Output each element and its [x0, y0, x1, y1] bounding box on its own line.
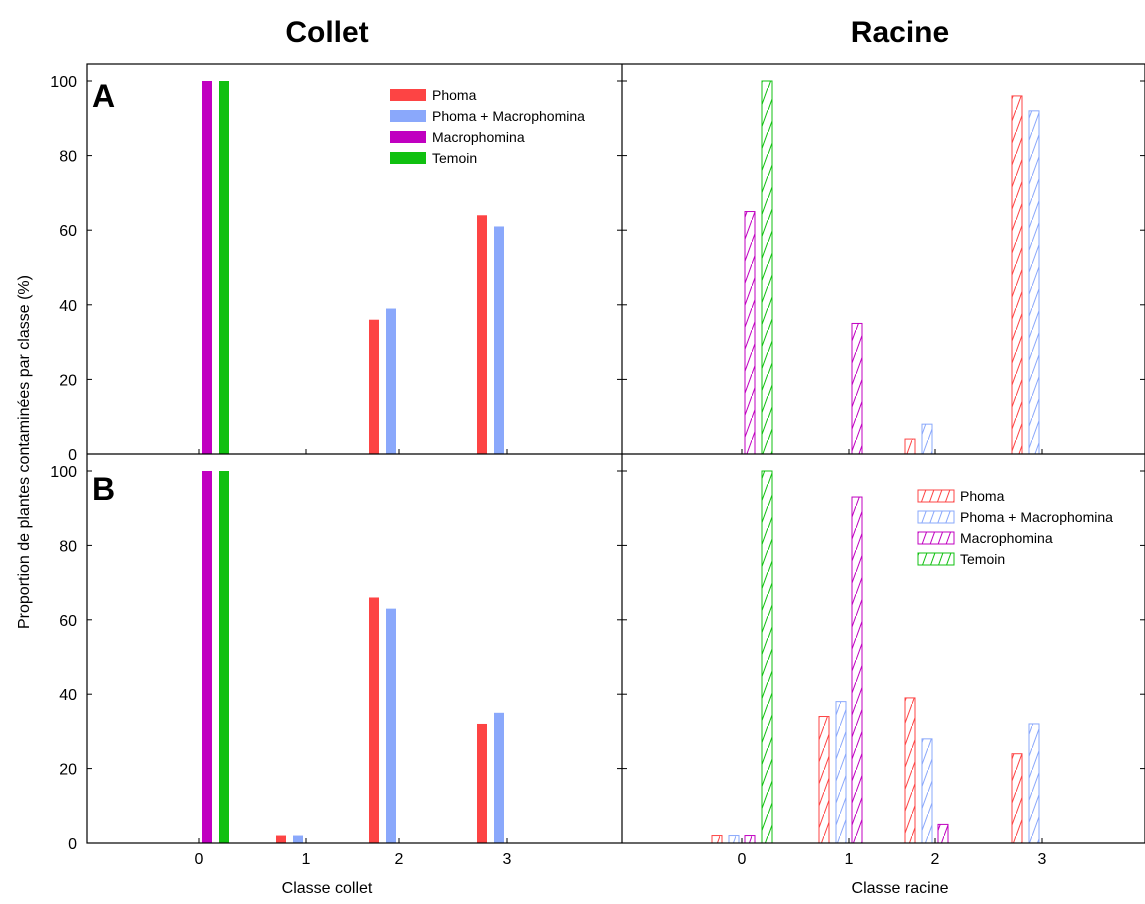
x-axis-label-left: Classe collet [282, 880, 373, 897]
panel-b-collet-bar-temoin-class-0 [219, 471, 229, 843]
legend-label-phoma-macrophomina: Phoma + Macrophomina [960, 509, 1113, 525]
legend-swatch-temoin [390, 152, 426, 164]
panel-a-racine-bar-phoma-macrophomina-class-3 [1028, 110, 1040, 455]
left-column-title: Collet [285, 16, 368, 49]
panel-a-collet-bar-temoin-class-0 [219, 81, 229, 454]
panel-a-collet-bar-phoma-class-3 [477, 215, 487, 454]
y-tick-label: 100 [50, 464, 77, 481]
y-tick-label: 0 [68, 447, 77, 464]
y-tick-label: 20 [59, 762, 77, 779]
x-tick-label: 2 [395, 851, 404, 868]
panel-a-collet-bar-macrophomina-class-0 [202, 81, 212, 454]
panel-a-racine-bar-phoma-class-3 [1011, 95, 1023, 455]
x-tick-label: 1 [302, 851, 311, 868]
legend-swatch-phoma-macrophomina [390, 110, 426, 122]
y-axis-label: Proportion de plantes contaminées par cl… [16, 275, 33, 629]
panel-b-collet-bar-macrophomina-class-0 [202, 471, 212, 843]
legend-swatch-phoma [917, 489, 955, 503]
legend-label-macrophomina: Macrophomina [432, 129, 525, 145]
panel-a-racine-bar-phoma-class-2 [904, 438, 916, 455]
panel-b-collet-bar-phoma-class-1 [276, 835, 286, 843]
y-tick-label: 0 [68, 836, 77, 853]
x-tick-label: 0 [738, 851, 747, 868]
y-tick-label: 20 [59, 372, 77, 389]
panel-b-collet-bar-phoma-macrophomina-class-1 [293, 835, 303, 843]
panel-b-racine-bar-macrophomina-class-1 [851, 496, 863, 844]
legend-label-phoma: Phoma [432, 87, 477, 103]
panel-a-collet-bar-phoma-class-2 [369, 319, 379, 454]
x-tick-label: 2 [931, 851, 940, 868]
x-tick-label: 3 [503, 851, 512, 868]
panel-b-racine-bar-phoma-class-0 [711, 835, 723, 844]
y-tick-label: 80 [59, 149, 77, 166]
panel-label-a: A [92, 78, 115, 114]
legend-label-macrophomina: Macrophomina [960, 530, 1053, 546]
legend-swatch-macrophomina [390, 131, 426, 143]
x-tick-label: 1 [845, 851, 854, 868]
panel-a-racine-bar-macrophomina-class-0 [744, 211, 756, 455]
panel-b-collet-bar-phoma-macrophomina-class-3 [494, 712, 504, 843]
panel-b-racine-bar-phoma-macrophomina-class-3 [1028, 723, 1040, 844]
panel-b-racine-bar-phoma-class-1 [818, 716, 830, 844]
panel-b-racine-bar-phoma-macrophomina-class-1 [835, 701, 847, 844]
x-tick-label: 0 [195, 851, 204, 868]
legend-swatch-temoin [917, 552, 955, 566]
panel-a-collet-bar-phoma-macrophomina-class-3 [494, 226, 504, 454]
panel-a-collet-bar-phoma-macrophomina-class-2 [386, 308, 396, 454]
panel-b-collet-bar-phoma-macrophomina-class-2 [386, 608, 396, 843]
x-axis-label-right: Classe racine [852, 880, 949, 897]
legend-swatch-phoma-macrophomina [917, 510, 955, 524]
panel-b-racine-bar-phoma-macrophomina-class-2 [921, 738, 933, 844]
panel-a-racine-bar-macrophomina-class-1 [851, 322, 863, 455]
y-tick-label: 100 [50, 74, 77, 91]
panel-b-collet-bar-phoma-class-3 [477, 723, 487, 843]
x-tick-label: 3 [1038, 851, 1047, 868]
panel-b-racine-bar-temoin-class-0 [761, 470, 773, 844]
panel-a-racine-bar-phoma-macrophomina-class-2 [921, 423, 933, 455]
legend-label-phoma: Phoma [960, 488, 1005, 504]
panel-b-racine-bar-phoma-macrophomina-class-0 [728, 835, 740, 844]
legend-label-phoma-macrophomina: Phoma + Macrophomina [432, 108, 585, 124]
panel-b-racine-bar-phoma-class-2 [904, 697, 916, 844]
legend-label-temoin: Temoin [960, 551, 1005, 567]
panel-label-b: B [92, 471, 115, 507]
legend-swatch-macrophomina [917, 531, 955, 545]
panel-b-racine-bar-phoma-class-3 [1011, 753, 1023, 844]
panel-b-collet-bar-phoma-class-2 [369, 597, 379, 843]
y-tick-label: 60 [59, 223, 77, 240]
y-tick-label: 80 [59, 538, 77, 555]
panel-b-racine-bar-macrophomina-class-2 [937, 823, 949, 844]
y-tick-label: 40 [59, 298, 77, 315]
panel-a-racine-bar-temoin-class-0 [761, 80, 773, 455]
y-tick-label: 40 [59, 687, 77, 704]
legend-swatch-phoma [390, 89, 426, 101]
y-tick-label: 60 [59, 613, 77, 630]
panel-b-racine-bar-macrophomina-class-0 [744, 835, 756, 844]
right-column-title: Racine [851, 16, 949, 49]
legend-label-temoin: Temoin [432, 150, 477, 166]
